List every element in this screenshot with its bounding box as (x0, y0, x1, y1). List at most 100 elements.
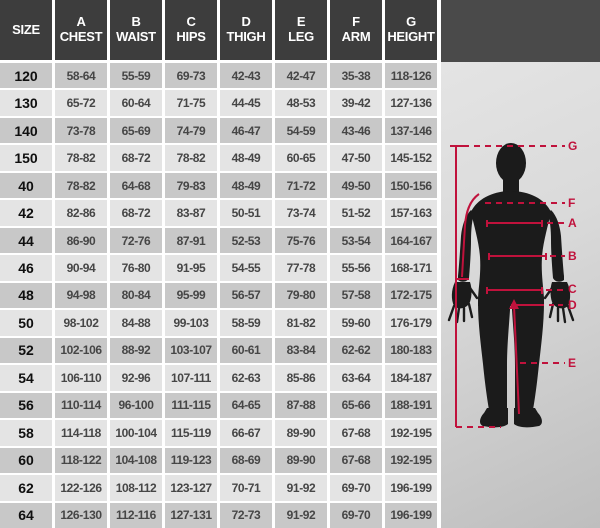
value-cell: 48-49 (220, 172, 272, 199)
value-cell: 44-45 (220, 90, 272, 116)
value-cell: 65-72 (55, 90, 107, 116)
value-cell: 80-84 (110, 282, 162, 309)
value-cell: 87-91 (165, 227, 217, 254)
table-row: 130 65-72 60-64 71-75 44-45 48-53 39-42 … (0, 90, 437, 116)
table-row: 54 106-110 92-96 107-111 62-63 85-86 63-… (0, 365, 437, 391)
value-cell: 176-179 (385, 310, 437, 336)
label-f: F (568, 196, 576, 210)
label-e: E (568, 356, 577, 370)
size-cell: 50 (0, 310, 52, 336)
value-cell: 91-92 (275, 475, 327, 501)
value-cell: 145-152 (385, 145, 437, 171)
value-cell: 84-88 (110, 310, 162, 336)
table-row: 140 73-78 65-69 74-79 46-47 54-59 43-46 … (0, 117, 437, 144)
column-header-arm: F ARM (330, 0, 382, 60)
value-cell: 118-122 (55, 447, 107, 474)
value-cell: 54-55 (220, 255, 272, 281)
label-g: G (568, 139, 578, 153)
value-cell: 60-65 (275, 145, 327, 171)
value-cell: 72-73 (220, 502, 272, 528)
label-c: C (568, 282, 578, 296)
value-cell: 107-111 (165, 365, 217, 391)
table-row: 46 90-94 76-80 91-95 54-55 77-78 55-56 1… (0, 255, 437, 281)
value-cell: 62-63 (220, 365, 272, 391)
table-row: 58 114-118 100-104 115-119 66-67 89-90 6… (0, 420, 437, 446)
value-cell: 58-59 (220, 310, 272, 336)
size-cell: 140 (0, 117, 52, 144)
size-table: SIZE A CHEST B WAIST C HIPS D THIGH E LE… (0, 0, 437, 528)
table-row: 62 122-126 108-112 123-127 70-71 91-92 6… (0, 475, 437, 501)
value-cell: 42-47 (275, 63, 327, 89)
measurement-diagram-panel: G F A B C D E (441, 0, 600, 528)
value-cell: 75-76 (275, 227, 327, 254)
value-cell: 48-49 (220, 145, 272, 171)
value-cell: 77-78 (275, 255, 327, 281)
value-cell: 103-107 (165, 337, 217, 364)
value-cell: 56-57 (220, 282, 272, 309)
size-cell: 62 (0, 475, 52, 501)
value-cell: 89-90 (275, 420, 327, 446)
value-cell: 92-96 (110, 365, 162, 391)
value-cell: 110-114 (55, 392, 107, 419)
column-header-hips: C HIPS (165, 0, 217, 60)
value-cell: 112-116 (110, 502, 162, 528)
value-cell: 90-94 (55, 255, 107, 281)
value-cell: 81-82 (275, 310, 327, 336)
measurement-lines (450, 145, 565, 428)
value-cell: 76-80 (110, 255, 162, 281)
value-cell: 39-42 (330, 90, 382, 116)
value-cell: 63-64 (330, 365, 382, 391)
table-row: 42 82-86 68-72 83-87 50-51 73-74 51-52 1… (0, 200, 437, 226)
value-cell: 91-95 (165, 255, 217, 281)
column-header-waist: B WAIST (110, 0, 162, 60)
value-cell: 180-183 (385, 337, 437, 364)
value-cell: 82-86 (55, 200, 107, 226)
value-cell: 88-92 (110, 337, 162, 364)
value-cell: 69-70 (330, 502, 382, 528)
value-cell: 192-195 (385, 447, 437, 474)
table-row: 150 78-82 68-72 78-82 48-49 60-65 47-50 … (0, 145, 437, 171)
value-cell: 50-51 (220, 200, 272, 226)
value-cell: 49-50 (330, 172, 382, 199)
value-cell: 66-67 (220, 420, 272, 446)
value-cell: 127-136 (385, 90, 437, 116)
measurement-figure (447, 143, 575, 428)
size-cell: 150 (0, 145, 52, 171)
table-row: 60 118-122 104-108 119-123 68-69 89-90 6… (0, 447, 437, 474)
value-cell: 168-171 (385, 255, 437, 281)
value-cell: 188-191 (385, 392, 437, 419)
size-cell: 40 (0, 172, 52, 199)
size-cell: 44 (0, 227, 52, 254)
value-cell: 96-100 (110, 392, 162, 419)
size-cell: 54 (0, 365, 52, 391)
value-cell: 60-64 (110, 90, 162, 116)
value-cell: 65-69 (110, 117, 162, 144)
value-cell: 71-75 (165, 90, 217, 116)
value-cell: 48-53 (275, 90, 327, 116)
value-cell: 53-54 (330, 227, 382, 254)
value-cell: 47-50 (330, 145, 382, 171)
value-cell: 73-74 (275, 200, 327, 226)
table-row: 48 94-98 80-84 95-99 56-57 79-80 57-58 1… (0, 282, 437, 309)
value-cell: 60-61 (220, 337, 272, 364)
value-cell: 52-53 (220, 227, 272, 254)
value-cell: 106-110 (55, 365, 107, 391)
panel-header-band (441, 0, 600, 62)
value-cell: 119-123 (165, 447, 217, 474)
value-cell: 94-98 (55, 282, 107, 309)
value-cell: 157-163 (385, 200, 437, 226)
value-cell: 57-58 (330, 282, 382, 309)
body-silhouette-icon (451, 143, 571, 428)
size-cell: 42 (0, 200, 52, 226)
value-cell: 67-68 (330, 447, 382, 474)
value-cell: 126-130 (55, 502, 107, 528)
table-row: 50 98-102 84-88 99-103 58-59 81-82 59-60… (0, 310, 437, 336)
value-cell: 64-65 (220, 392, 272, 419)
value-cell: 114-118 (55, 420, 107, 446)
value-cell: 98-102 (55, 310, 107, 336)
label-b: B (568, 249, 578, 263)
value-cell: 65-66 (330, 392, 382, 419)
table-row: 64 126-130 112-116 127-131 72-73 91-92 6… (0, 502, 437, 528)
value-cell: 83-87 (165, 200, 217, 226)
value-cell: 104-108 (110, 447, 162, 474)
